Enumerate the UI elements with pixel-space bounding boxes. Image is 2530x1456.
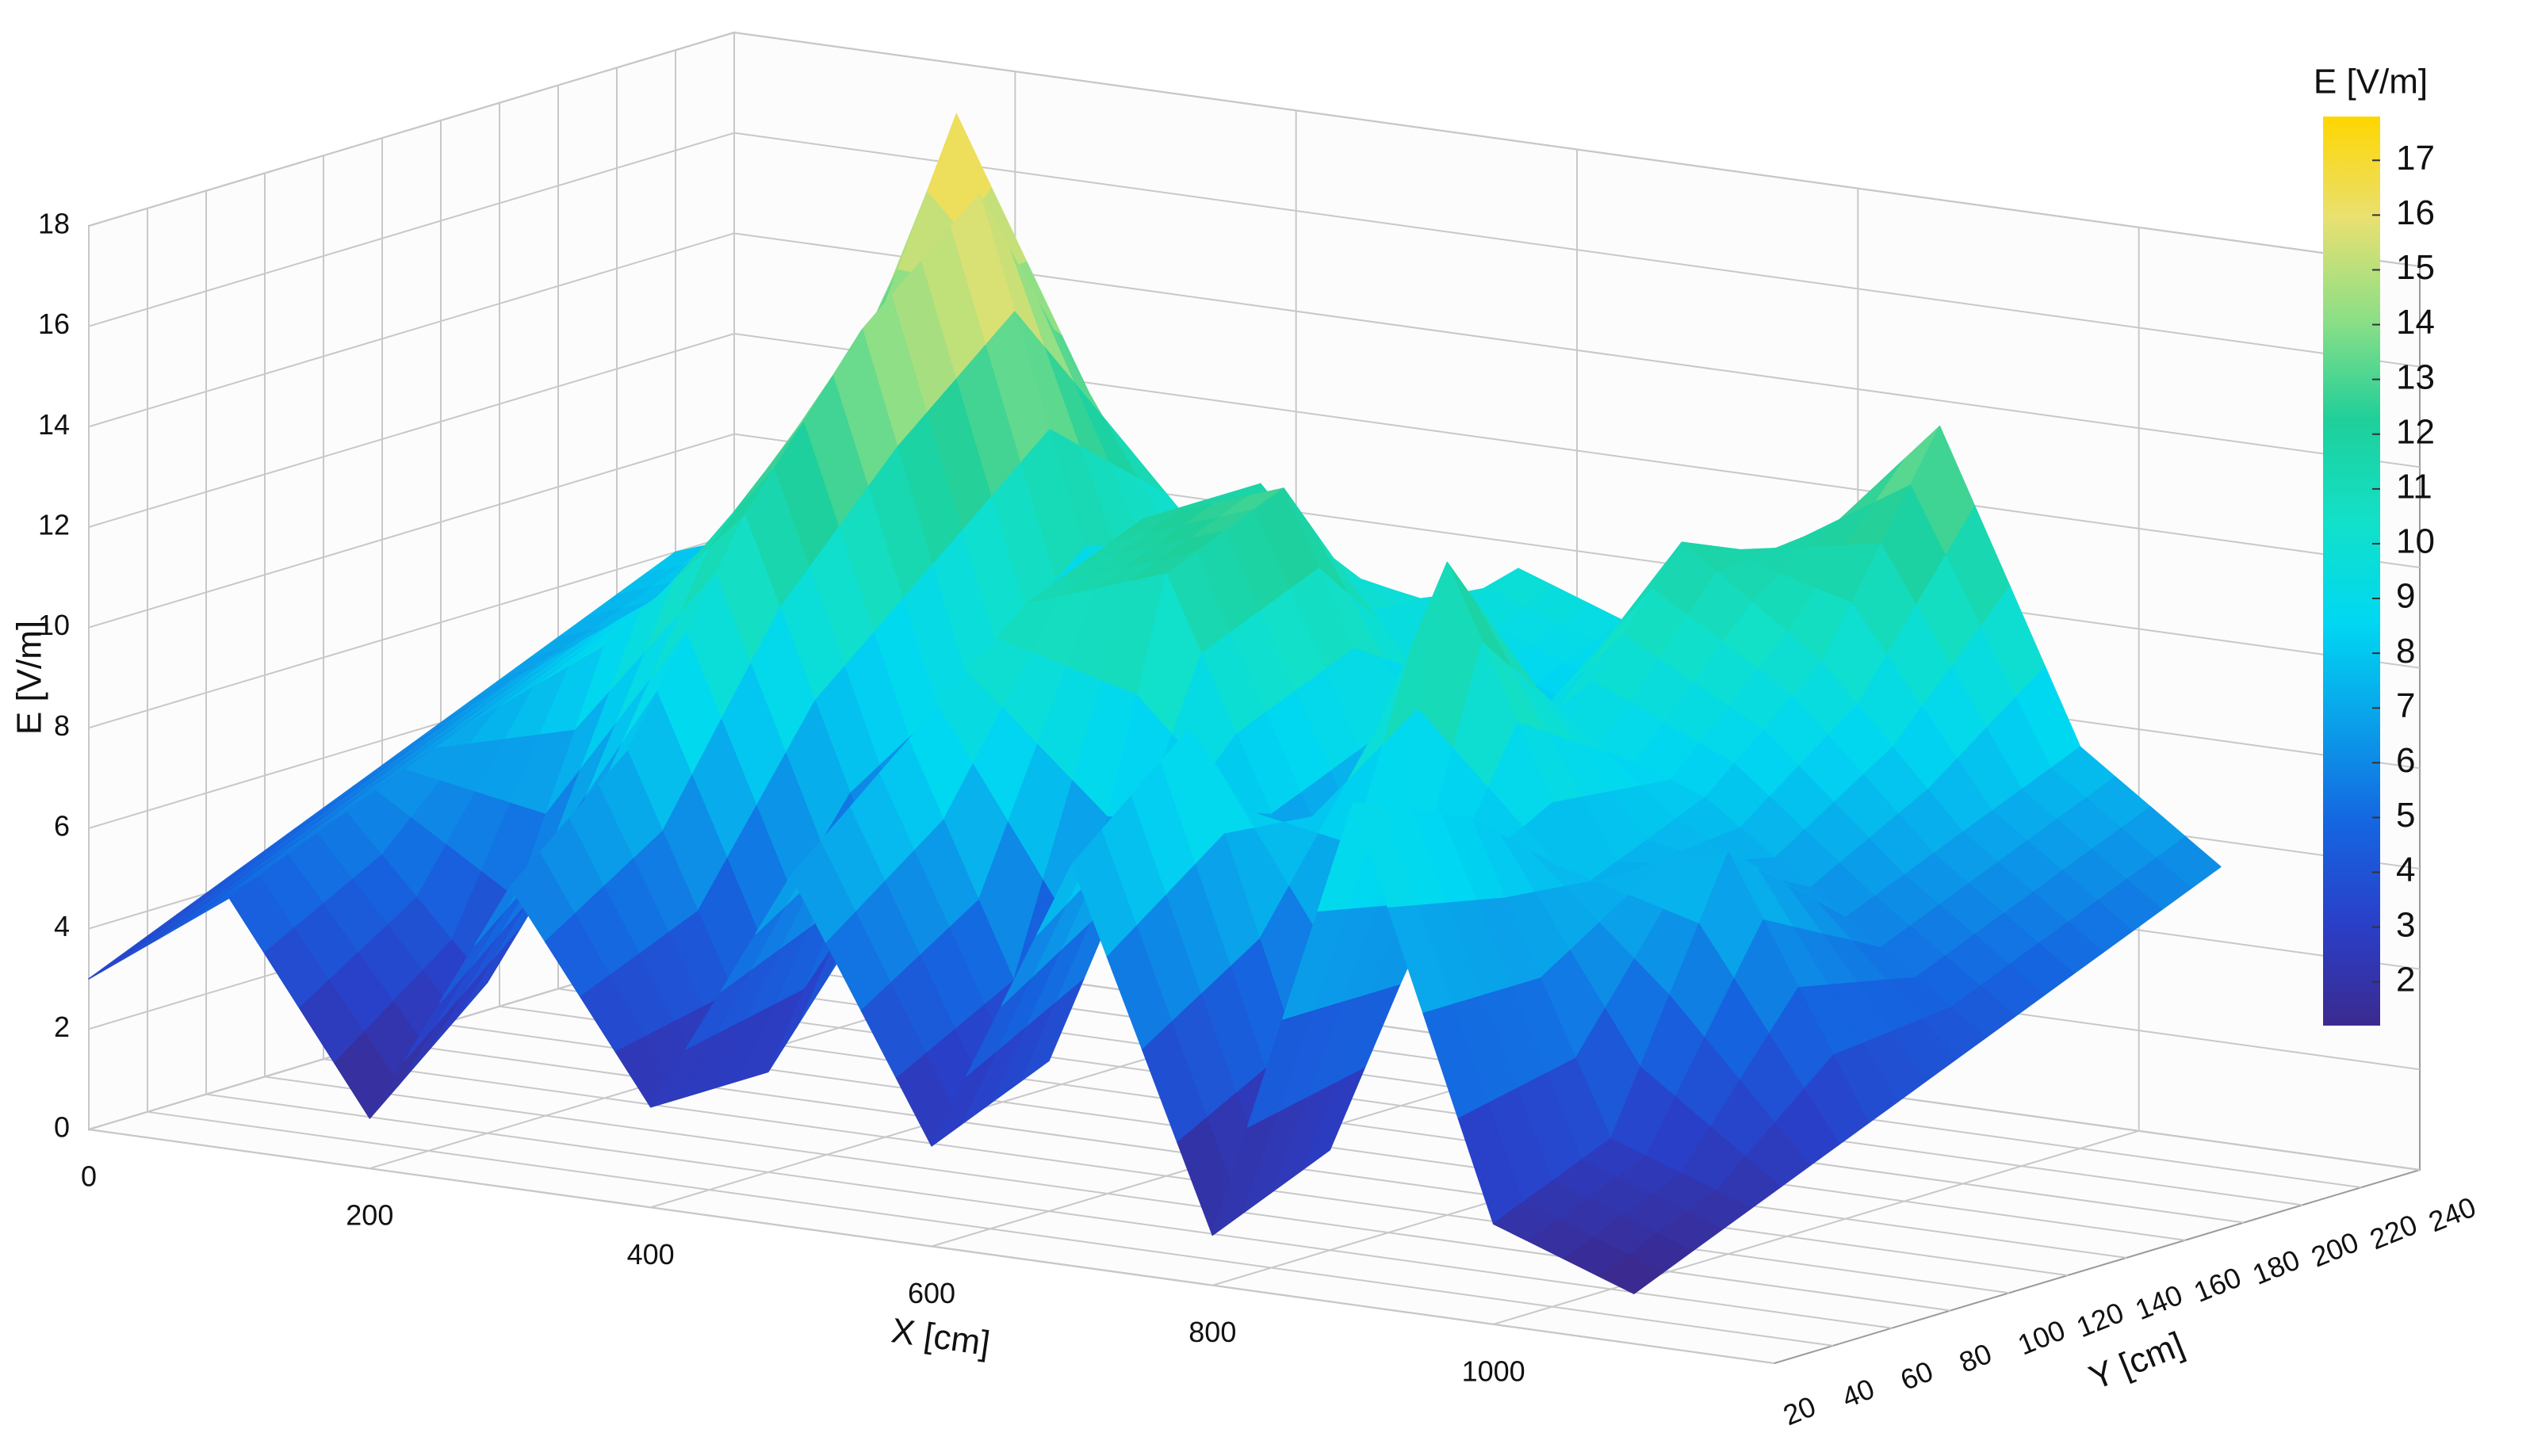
z-tick-label: 18 [38, 208, 70, 240]
y-tick-label: 160 [2189, 1260, 2245, 1309]
z-tick-label: 16 [38, 308, 70, 340]
z-tick-label: 12 [38, 509, 70, 541]
y-tick-label: 80 [1954, 1337, 1996, 1379]
y-tick-label: 100 [2013, 1313, 2069, 1362]
colorbar-tick-label: 13 [2396, 357, 2435, 396]
y-tick-label: 200 [2306, 1225, 2363, 1274]
surface-patch [1598, 1254, 1664, 1294]
grid-line [205, 1093, 1893, 1329]
colorbar-tick-label: 4 [2396, 850, 2415, 889]
grid-line [323, 1058, 2010, 1294]
z-tick-label: 6 [54, 810, 70, 843]
colorbar-tick-label: 15 [2396, 248, 2435, 287]
grid-line [88, 1129, 1775, 1364]
colorbar-tick-label: 6 [2396, 741, 2415, 780]
colorbar-tick-label: 14 [2396, 303, 2435, 342]
grid-line [88, 32, 735, 227]
x-axis-label: X [cm] [889, 1311, 992, 1363]
x-tick-label: 200 [346, 1199, 393, 1232]
z-tick-label: 14 [38, 408, 70, 441]
colorbar-tick-label: 5 [2396, 796, 2415, 835]
colorbar-tick-label: 8 [2396, 632, 2415, 671]
colorbar-tick-label: 17 [2396, 139, 2435, 178]
colorbar-tick-label: 11 [2396, 467, 2432, 506]
x-tick-label: 0 [81, 1160, 97, 1193]
colorbar-tick-label: 16 [2396, 193, 2435, 232]
y-tick-label: 240 [2424, 1190, 2480, 1239]
colorbar-title: E [V/m] [2314, 63, 2428, 101]
z-tick-label: 4 [54, 910, 70, 942]
colorbar-tick-label: 3 [2396, 905, 2415, 944]
colorbar-tick-label: 12 [2396, 412, 2435, 451]
y-tick-label: 40 [1837, 1372, 1878, 1414]
x-tick-label: 800 [1188, 1316, 1236, 1348]
z-tick-label: 2 [54, 1011, 70, 1043]
x-tick-label: 600 [908, 1277, 955, 1309]
colorbar-tick-label: 9 [2396, 577, 2415, 616]
grid-line [1493, 1129, 2139, 1325]
y-tick-label: 220 [2365, 1208, 2421, 1256]
colorbar-tick-label: 2 [2396, 960, 2415, 999]
y-tick-label: 140 [2130, 1278, 2187, 1327]
grid-line [88, 333, 735, 528]
colorbar-tick-label: 7 [2396, 686, 2415, 725]
colorbar-tick-label: 10 [2396, 522, 2435, 561]
grid-line [88, 132, 735, 327]
y-tick-label: 120 [2072, 1296, 2128, 1344]
grid-line [88, 433, 735, 629]
y-tick-label: 20 [1778, 1389, 1820, 1431]
z-tick-label: 10 [38, 609, 70, 641]
colorbar [2323, 117, 2380, 1026]
grid-line [557, 988, 2245, 1224]
surface [88, 113, 2222, 1294]
y-tick-label: 180 [2248, 1243, 2304, 1291]
grid-line [264, 1076, 1951, 1312]
grid-line [88, 533, 735, 729]
z-axis-label: E [V/m] [10, 621, 49, 735]
grid-line [88, 232, 735, 428]
x-tick-label: 400 [627, 1238, 675, 1271]
z-tick-label: 8 [54, 709, 70, 742]
z-tick-label: 0 [54, 1111, 70, 1144]
y-tick-label: 60 [1896, 1355, 1937, 1397]
grid-line [147, 1110, 1834, 1347]
x-tick-label: 1000 [1462, 1355, 1525, 1387]
